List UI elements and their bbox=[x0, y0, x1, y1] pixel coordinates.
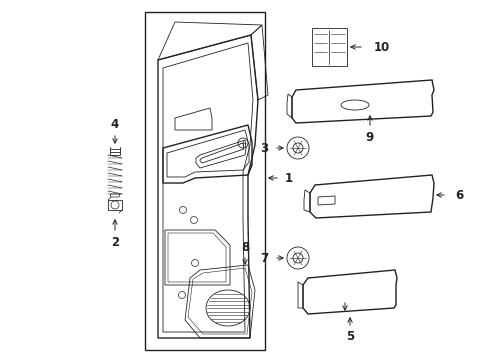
Bar bbox=[145, 12, 264, 350]
Text: 3: 3 bbox=[260, 141, 267, 154]
Text: 1: 1 bbox=[285, 171, 292, 185]
Text: 4: 4 bbox=[111, 117, 119, 131]
Text: 9: 9 bbox=[365, 131, 373, 144]
Text: 7: 7 bbox=[260, 252, 267, 265]
Text: 2: 2 bbox=[111, 235, 119, 248]
Text: 10: 10 bbox=[373, 41, 389, 54]
Text: 5: 5 bbox=[345, 330, 353, 343]
Text: 8: 8 bbox=[241, 240, 248, 253]
Text: 6: 6 bbox=[454, 189, 462, 202]
